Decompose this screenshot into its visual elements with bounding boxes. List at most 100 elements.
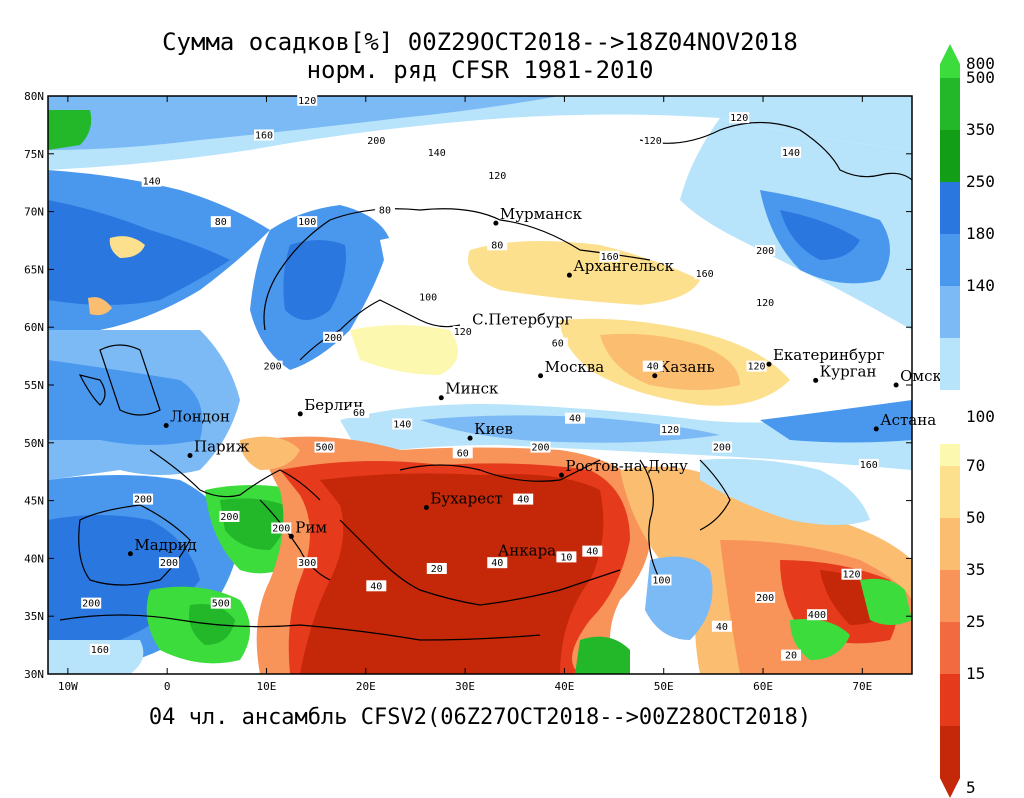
svg-text:60: 60 [552,339,564,350]
city-marker [558,472,564,478]
contour-label: 200 [81,597,102,610]
contour-label: 80 [374,204,395,217]
lat-tick-label: 55N [24,379,44,392]
city-marker [813,377,819,383]
city-marker [893,382,899,388]
svg-text:40: 40 [647,362,659,373]
title-line-1: Сумма осадков[%] 00Z29OCT2018-->18Z04NOV… [162,28,798,56]
lon-tick-label: 50E [654,680,674,693]
contour-label: 40 [366,580,387,592]
contour-label: 200 [158,557,179,569]
lat-tick-label: 80N [24,90,44,103]
lat-tick-label: 45N [24,495,44,508]
city-marker [652,373,658,379]
svg-text:20: 20 [785,651,797,662]
contour-label: 40 [582,545,603,558]
svg-text:120: 120 [842,570,860,581]
svg-text:200: 200 [160,558,178,569]
svg-text:100: 100 [419,292,437,303]
city-label: Казань [659,358,715,376]
city-label: Мурманск [500,205,583,223]
contour-label: 200 [219,510,240,523]
colorbar-swatch [940,64,960,78]
lon-tick-label: 30E [455,680,475,693]
colorbar-label: 25 [966,612,986,631]
lat-tick-label: 30N [24,668,44,681]
city-label: Екатеринбург [773,346,884,364]
svg-text:100: 100 [298,217,316,228]
svg-text:40: 40 [517,495,529,506]
city-label: Анкара [498,542,556,560]
contour-label: 200 [323,331,344,344]
contour-label: 160 [599,250,620,263]
svg-text:200: 200 [756,246,774,257]
colorbar-label: 15 [966,664,986,683]
colorbar-swatch [940,338,960,390]
colorbar-swatch [940,130,960,182]
contour-label: 100 [651,574,672,587]
colorbar-label: 100 [966,407,995,426]
colorbar-label: 500 [966,68,995,87]
colorbar-label: 350 [966,120,995,139]
city-label: Мадрид [134,536,196,554]
city-label: Омск [900,367,942,385]
contour-label: 200 [366,135,387,147]
lat-tick-label: 40N [24,552,44,565]
city-label: Москва [545,358,605,376]
svg-text:60: 60 [353,408,365,419]
colorbar-swatch [940,726,960,778]
svg-text:20: 20 [431,564,443,575]
city-marker [873,426,879,432]
lon-tick-label: 20E [356,680,376,693]
contour-label: 200 [271,522,292,535]
contour-label: 40 [565,412,586,425]
svg-text:40: 40 [586,547,598,558]
contour-label: 120 [755,297,776,309]
contour-label: 160 [858,458,879,471]
contour-label: 120 [297,94,318,107]
contour-label: 40 [711,620,732,633]
city-marker [467,435,473,441]
svg-text:160: 160 [91,645,109,656]
svg-text:120: 120 [298,96,316,107]
svg-text:200: 200 [531,443,549,454]
lat-tick-label: 75N [24,148,44,161]
svg-text:200: 200 [713,443,731,454]
colorbar-swatch [940,518,960,570]
contour-label: 10 [556,551,577,563]
lon-tick-label: 10W [58,680,78,693]
city-marker [538,373,544,379]
city-label: Бухарест [430,490,502,508]
contour-label: 120 [642,135,663,147]
contour-label: 80 [210,216,231,228]
contour-label: 140 [141,175,162,188]
contour-label: 200 [530,441,551,454]
svg-text:200: 200 [324,333,342,344]
city-label: Лондон [170,407,230,425]
city-label: Париж [194,438,250,456]
contour-label: 300 [297,557,318,569]
svg-text:200: 200 [134,495,152,506]
svg-text:40: 40 [370,581,382,592]
subtitle: 04 чл. ансамбль CFSV2(06Z27OCT2018-->00Z… [148,705,812,730]
city-marker [127,551,133,557]
contour-label: 200 [133,493,154,506]
contour-label: 160 [694,268,715,280]
svg-text:200: 200 [756,593,774,604]
contour-label: 120 [841,568,862,581]
svg-text:100: 100 [652,576,670,587]
city-marker [187,453,193,459]
city-marker [438,395,444,401]
contour-label: 200 [262,360,283,373]
contour-label: 100 [297,216,318,228]
city-label: Архангельск [573,257,674,275]
svg-text:120: 120 [488,171,506,182]
lon-tick-label: 70E [852,680,872,693]
colorbar-swatch [940,466,960,518]
svg-text:200: 200 [272,524,290,535]
svg-text:200: 200 [367,136,385,147]
contour-label: 60 [452,447,473,459]
contour-label: 200 [755,245,776,257]
lon-tick-label: 10E [257,680,277,693]
contour-label: 120 [452,325,473,338]
